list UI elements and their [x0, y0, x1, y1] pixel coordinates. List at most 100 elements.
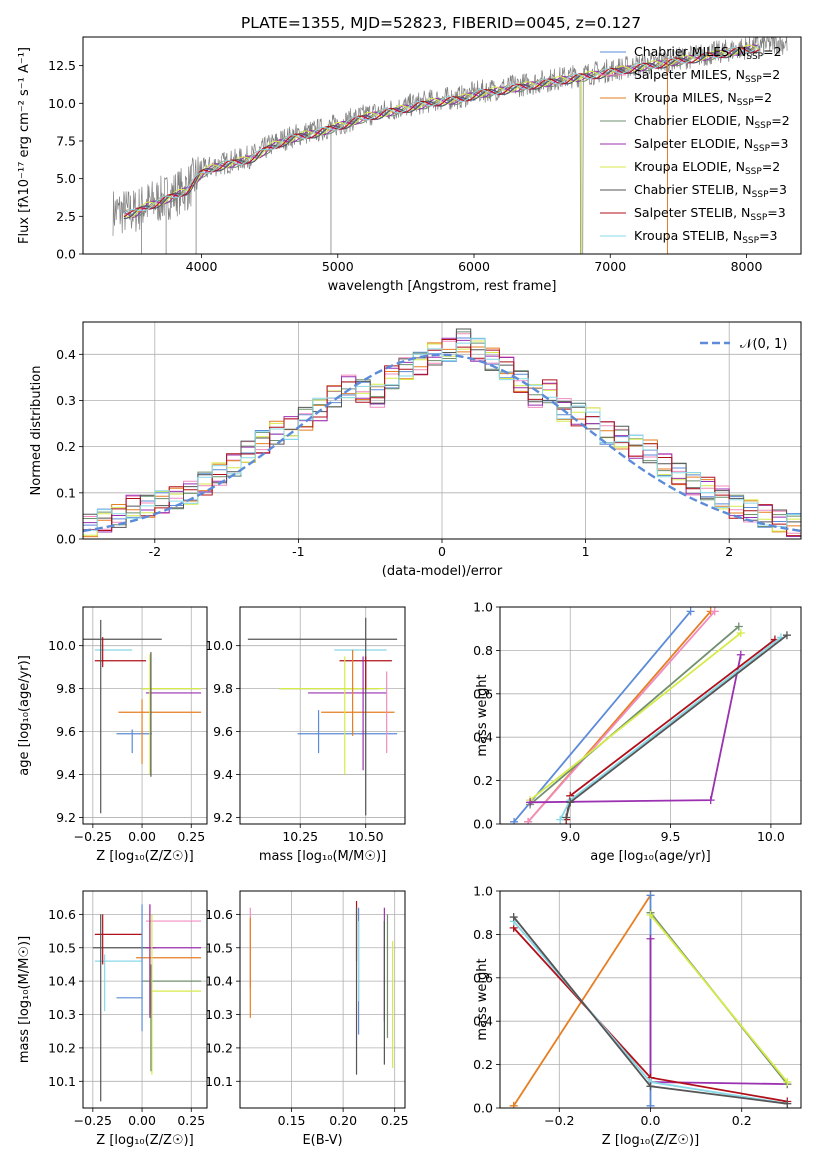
spectrum-ytick-label: 7.5 [56, 133, 76, 148]
spectrum-model-line [123, 44, 759, 217]
series-point [646, 891, 655, 900]
age_vs_Z-ytick-label: 9.6 [56, 724, 76, 739]
age_vs_Z-ytick-label: 9.8 [56, 681, 76, 696]
age_vs_mass-xtick-label: 10.50 [348, 829, 384, 844]
mass_vs_ebv-ytick-label: 10.4 [205, 974, 233, 989]
legend-label-sub: SSP [754, 121, 771, 131]
age_vs_Z-xlabel: Z [log₁₀(Z/Z☉)] [96, 849, 193, 864]
legend-label-sub: SSP [752, 190, 769, 200]
age_vs_mass-ytick-label: 9.4 [213, 767, 233, 782]
series-point [734, 622, 743, 631]
legend-label-sub: SSP [746, 52, 763, 62]
series-point [509, 1101, 518, 1108]
spectrum-ytick-label: 12.5 [48, 58, 76, 73]
age_vs_mass-ytick-label: 9.2 [213, 810, 233, 825]
series-point [524, 817, 533, 824]
weight_vs_age-ytick-label: 1.0 [473, 600, 493, 615]
legend-label-main: Chabrier STELIB, N [634, 182, 752, 197]
legend-label-tail: =2 [763, 44, 781, 59]
residuals-plot-area [83, 328, 801, 539]
weight_vs_age-ytick-label: 0.8 [473, 643, 493, 658]
series-point [646, 934, 655, 943]
series-line [513, 610, 692, 823]
age_vs_mass-xlabel: mass [log₁₀(M/M☉)] [259, 849, 386, 864]
legend-label-tail: =3 [767, 205, 785, 220]
spectrum-ylabel: Flux [fλ10⁻¹⁷ erg cm⁻² s⁻¹ A⁻¹] [17, 47, 32, 244]
weight_vs_Z-xlabel: Z [log₁₀(Z/Z☉)] [602, 1133, 699, 1148]
weight_vs_age-plot-area [510, 607, 791, 824]
mass_vs_Z-ytick-label: 10.1 [48, 1074, 76, 1089]
spectrum-xtick-label: 7000 [594, 259, 626, 274]
mass_vs_Z-ylabel: mass [log₁₀(M/M☉)] [17, 936, 32, 1063]
legend-label: Kroupa MILES, NSSP=2 [634, 90, 772, 108]
mass_vs_ebv-xtick-label: 0.15 [278, 1113, 306, 1128]
weight_vs_age-xtick-label: 9.5 [661, 829, 681, 844]
mass_vs_Z-frame [82, 890, 208, 1109]
legend-label-tail: =3 [759, 228, 777, 243]
mass_vs_ebv-frame [239, 890, 406, 1109]
weight_vs_Z-xtick-label: 0.2 [732, 1113, 752, 1128]
series-point [736, 650, 745, 659]
spectrum-axes: 4000 5000 6000 7000 8000 0.0 2.5 5.0 7.5 10.0 12.5… [17, 47, 762, 294]
mass_vs_Z-axes: −0.25 0.00 0.25 10.1 10.2 10.3 10.4 10.5 10.6 Z [… [17, 891, 207, 1148]
series-point [710, 607, 719, 616]
weight_vs_Z-ytick-label: 0.8 [473, 927, 493, 942]
spectrum-xlabel: wavelength [Angstrom, rest frame] [328, 279, 557, 294]
mass_vs_ebv-xtick-label: 0.20 [329, 1113, 357, 1128]
legend-label-tail: =2 [762, 159, 780, 174]
legend-label-main: Kroupa MILES, N [634, 90, 737, 105]
weight_vs_age-frame [499, 606, 802, 825]
spectrum-xtick-label: 6000 [458, 259, 490, 274]
spectrum-xtick-label: 4000 [186, 259, 218, 274]
weight_vs_age-ytick-label: 0.4 [473, 730, 493, 745]
mass_vs_Z-ytick-label: 10.6 [48, 907, 76, 922]
mass_vs_ebv-ytick-label: 10.1 [205, 1074, 233, 1089]
legend-label: Chabrier MILES, NSSP=2 [634, 44, 782, 62]
age_vs_mass-ytick-label: 9.8 [213, 681, 233, 696]
residuals-ylabel: Normed distribution [29, 366, 44, 496]
weight_vs_age-xtick-label: 10.0 [757, 829, 785, 844]
spectrum-ytick-label: 2.5 [56, 209, 76, 224]
residuals-ytick-label: 0.3 [56, 393, 76, 408]
legend-label-main: Salpeter STELIB, N [634, 205, 750, 220]
mass_vs_Z-ytick-label: 10.2 [48, 1040, 76, 1055]
legend-label-tail: =2 [762, 67, 780, 82]
age_vs_Z-frame [82, 606, 208, 825]
mass_vs_ebv-ytick-label: 10.3 [205, 1007, 233, 1022]
residuals-xtick-label: 0 [438, 544, 446, 559]
series-point [646, 910, 655, 919]
series-point [556, 815, 565, 824]
mass_vs_ebv-xlabel: E(B-V) [302, 1133, 342, 1148]
residuals-ytick-label: 0.0 [56, 532, 76, 547]
series-point [509, 913, 518, 922]
series-point [783, 1077, 792, 1086]
series-line [529, 625, 740, 806]
weight_vs_Z-ytick-label: 0.2 [473, 1057, 493, 1072]
series-point [646, 1101, 655, 1108]
weight_vs_age-ytick-label: 0.2 [473, 773, 493, 788]
legend-label: Kroupa ELODIE, NSSP=2 [634, 159, 780, 177]
legend-label-sub: SSP [745, 75, 762, 85]
spectrum-xtick-label: 8000 [731, 259, 763, 274]
mass_vs_Z-xlabel: Z [log₁₀(Z/Z☉)] [96, 1133, 193, 1148]
age_vs_Z-ytick-label: 9.4 [56, 767, 76, 782]
residuals-frame [82, 321, 802, 540]
series-point [562, 813, 571, 822]
spectrum-model-line [123, 45, 760, 214]
spectrum-plot-area [112, 37, 788, 254]
series-line [529, 632, 742, 801]
residuals-ytick-label: 0.2 [56, 439, 76, 454]
legend-label-tail: =2 [754, 90, 772, 105]
legend-label-main: Salpeter MILES, N [634, 67, 745, 82]
age_vs_Z-ytick-label: 9.2 [56, 810, 76, 825]
age_vs_Z-xtick-label: 0.00 [128, 829, 156, 844]
mass_vs_ebv-xtick-label: 0.25 [381, 1113, 409, 1128]
series-point [646, 1082, 655, 1091]
series-point [566, 798, 575, 807]
legend-label-tail: =3 [769, 182, 787, 197]
mass_vs_Z-xtick-label: −0.25 [74, 1113, 112, 1128]
legend-label: Salpeter MILES, NSSP=2 [634, 67, 780, 85]
weight_vs_age-ytick-label: 0.0 [473, 817, 493, 832]
mass_vs_ebv-ytick-label: 10.6 [205, 907, 233, 922]
